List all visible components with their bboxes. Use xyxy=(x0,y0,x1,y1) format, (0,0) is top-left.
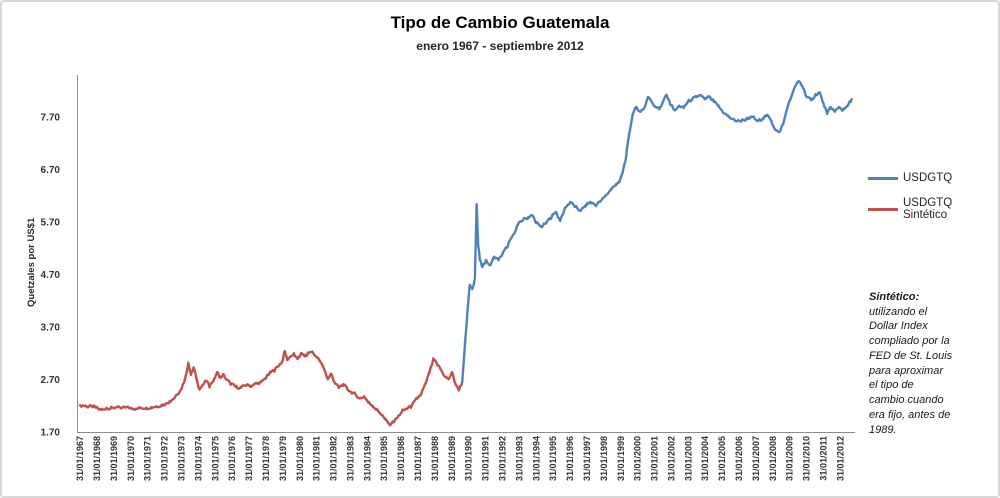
y-tick-label: 2.70 xyxy=(41,375,61,386)
x-tick-label: 31/01/1977 xyxy=(244,436,254,481)
x-tick-label: 31/01/1987 xyxy=(413,436,423,481)
x-tick-label: 31/01/1993 xyxy=(514,436,524,481)
x-tick-label: 31/01/1970 xyxy=(126,436,136,481)
x-tick-label: 31/01/2012 xyxy=(835,436,845,481)
x-tick-label: 31/01/1996 xyxy=(565,436,575,481)
x-tick-label: 31/01/1972 xyxy=(160,436,170,481)
x-tick-label: 31/01/1973 xyxy=(177,436,187,481)
note-lead: Sintético: xyxy=(869,291,920,303)
x-tick-label: 31/01/2001 xyxy=(650,436,660,481)
x-tick-label: 31/01/1997 xyxy=(582,436,592,481)
x-tick-label: 31/01/1990 xyxy=(464,436,474,481)
y-tick-label: 6.70 xyxy=(41,165,61,176)
y-tick-label: 5.70 xyxy=(41,218,61,229)
x-tick-label: 31/01/1986 xyxy=(396,436,406,481)
y-tick-label: 3.70 xyxy=(41,323,61,334)
x-tick-label: 31/01/1992 xyxy=(498,436,508,481)
x-tick-label: 31/01/1994 xyxy=(531,436,541,481)
legend-line-swatch-blue xyxy=(868,176,898,180)
x-tick-label: 31/01/1969 xyxy=(109,436,119,481)
x-tick-label: 31/01/1981 xyxy=(312,436,322,481)
chart-title: Tipo de Cambio Guatemala xyxy=(390,13,610,32)
x-tick-label: 31/01/1967 xyxy=(75,436,85,481)
x-tick-label: 31/01/1980 xyxy=(295,436,305,481)
y-tick-label: 4.70 xyxy=(41,270,61,281)
x-tick-label: 31/01/2007 xyxy=(751,436,761,481)
x-tick-label: 31/01/2006 xyxy=(734,436,744,481)
legend-item-usdgtq-sintetico: USDGTQ Sintético xyxy=(868,197,998,221)
x-tick-label: 31/01/1991 xyxy=(481,436,491,481)
legend-line-swatch-red xyxy=(868,207,898,211)
x-tick-label: 31/01/1988 xyxy=(430,436,440,481)
chart-subtitle: enero 1967 - septiembre 2012 xyxy=(416,39,584,53)
x-tick-label: 31/01/2008 xyxy=(768,436,778,481)
x-tick-label: 31/01/2004 xyxy=(700,436,710,481)
x-tick-label: 31/01/2010 xyxy=(802,436,812,481)
x-tick-label: 31/01/1999 xyxy=(616,436,626,481)
y-tick-label: 7.70 xyxy=(41,113,61,124)
x-tick-label: 31/01/2005 xyxy=(717,436,727,481)
x-tick-label: 31/01/1971 xyxy=(143,436,153,481)
legend-item-usdgtq: USDGTQ xyxy=(868,171,952,185)
x-tick-label: 31/01/1983 xyxy=(345,436,355,481)
x-tick-label: 31/01/1976 xyxy=(227,436,237,481)
y-tick-label: 1.70 xyxy=(41,428,61,439)
x-tick-label: 31/01/2003 xyxy=(683,436,693,481)
x-tick-label: 31/01/1989 xyxy=(447,436,457,481)
synthetic-note: Sintético: utilizando el Dollar Index co… xyxy=(869,290,997,437)
x-tick-label: 31/01/1979 xyxy=(278,436,288,481)
legend-label: USDGTQ Sintético xyxy=(903,197,953,221)
note-body: utilizando el Dollar Index compliado por… xyxy=(869,305,953,436)
x-tick-label: 31/01/2002 xyxy=(666,436,676,481)
x-tick-label: 31/01/1974 xyxy=(193,436,203,481)
x-tick-label: 31/01/2009 xyxy=(785,436,795,481)
x-tick-label: 31/01/1975 xyxy=(210,436,220,481)
x-tick-label: 31/01/1982 xyxy=(329,436,339,481)
x-tick-label: 31/01/1995 xyxy=(548,436,558,481)
x-tick-label: 31/01/1978 xyxy=(261,436,271,481)
x-tick-label: 31/01/2011 xyxy=(819,436,829,481)
x-tick-label: 31/01/1968 xyxy=(92,436,102,481)
x-tick-label: 31/01/1984 xyxy=(362,436,372,481)
series-line-sintetico xyxy=(78,349,464,427)
x-tick-label: 31/01/1998 xyxy=(599,436,609,481)
x-tick-label: 31/01/2000 xyxy=(633,436,643,481)
series-line-usdgtq xyxy=(461,79,853,384)
x-tick-label: 31/01/1985 xyxy=(379,436,389,481)
legend-label: USDGTQ xyxy=(903,172,953,184)
